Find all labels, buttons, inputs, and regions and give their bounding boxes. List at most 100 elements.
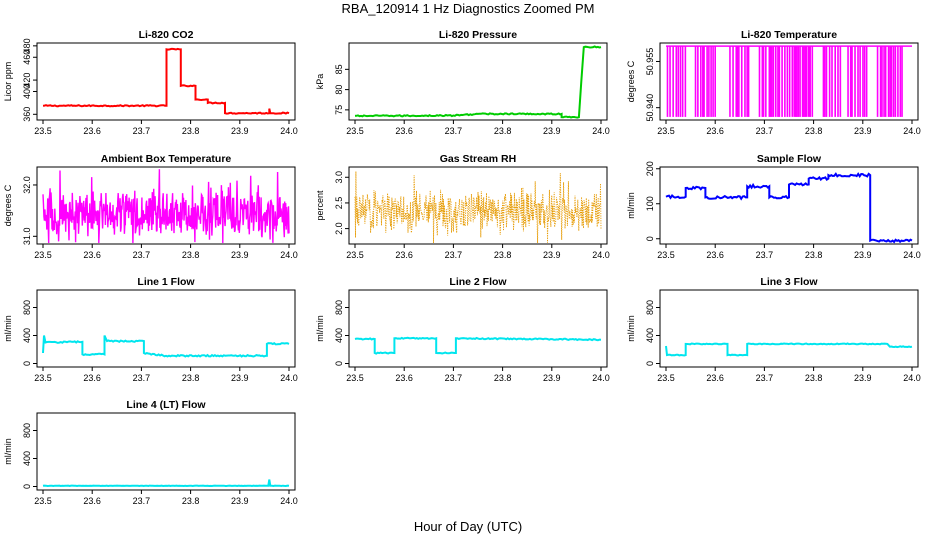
panel-rh: Gas Stream RH 23.5 23.6 23.7 23.8 23.9 24.0 2.0…	[315, 153, 610, 260]
x-tick-label: 23.7	[756, 126, 774, 136]
x-tick-label: 23.8	[182, 250, 200, 260]
panel-title: Gas Stream RH	[440, 153, 516, 165]
panel-line4: Line 4 (LT) Flow 23.5 23.6 23.7 23.8 23.9 24.0…	[3, 399, 298, 506]
x-tick-label: 23.8	[182, 496, 200, 506]
x-tick-label: 23.6	[83, 373, 101, 383]
x-tick-label: 23.8	[805, 373, 823, 383]
series-line	[665, 342, 913, 357]
y-axis-label: ml/min	[315, 315, 325, 342]
x-tick-label: 23.8	[805, 126, 823, 136]
plot-frame	[36, 412, 296, 491]
panel-title: Line 3 Flow	[760, 276, 818, 288]
x-tick-label: 23.7	[133, 373, 151, 383]
panels: Li-820 CO2 23.5 23.6 23.7 23.8 23.9 24.0 360 400…	[3, 29, 921, 506]
x-tick-label: 23.9	[543, 126, 561, 136]
y-tick-label: 200	[645, 161, 655, 176]
x-tick-label: 24.0	[280, 496, 298, 506]
y-tick-label: 2.5	[334, 197, 344, 210]
x-tick-label: 23.6	[395, 126, 413, 136]
x-tick-label: 23.9	[854, 373, 872, 383]
y-tick-label: 400	[334, 328, 344, 343]
y-tick-label: 2.0	[334, 222, 344, 235]
y-tick-label: 50.955	[645, 48, 655, 76]
x-tick-label: 23.9	[231, 250, 249, 260]
x-tick-label: 23.7	[445, 126, 463, 136]
y-tick-label: 0	[645, 361, 655, 366]
y-axis-label: ml/min	[626, 192, 636, 219]
x-tick-label: 23.5	[657, 250, 675, 260]
y-tick-label: 400	[22, 84, 32, 99]
x-tick-label: 23.9	[231, 373, 249, 383]
series-line	[42, 479, 290, 488]
series-line	[354, 45, 602, 119]
x-tick-label: 23.5	[34, 496, 52, 506]
x-tick-label: 23.8	[494, 126, 512, 136]
y-tick-label: 800	[334, 300, 344, 315]
x-tick-label: 23.7	[445, 373, 463, 383]
x-tick-label: 23.9	[231, 496, 249, 506]
y-axis-label: ml/min	[3, 438, 13, 465]
y-axis-label: kPa	[315, 74, 325, 90]
x-tick-label: 23.5	[346, 373, 364, 383]
x-tick-label: 24.0	[903, 126, 921, 136]
y-tick-label: 75	[334, 105, 344, 115]
x-tick-label: 23.7	[756, 250, 774, 260]
y-tick-label: 460	[22, 50, 32, 65]
y-tick-label: 3.0	[334, 171, 344, 184]
plot-frame	[659, 166, 919, 245]
panel-title: Li-820 CO2	[139, 29, 194, 41]
panel-line3: Line 3 Flow 23.5 23.6 23.7 23.8 23.9 24.0 0 400 8…	[626, 276, 921, 383]
y-tick-label: 50.940	[645, 94, 655, 122]
x-tick-label: 23.5	[346, 126, 364, 136]
y-tick-label: 100	[645, 196, 655, 211]
x-tick-label: 23.8	[182, 373, 200, 383]
x-tick-label: 24.0	[280, 250, 298, 260]
y-tick-label: 31.0	[22, 228, 32, 246]
panel-title: Li-820 Temperature	[741, 29, 837, 41]
plot-frame	[659, 42, 919, 121]
x-tick-label: 23.6	[83, 250, 101, 260]
y-tick-label: 0	[334, 361, 344, 366]
series-line	[665, 172, 913, 244]
panel-title: Sample Flow	[757, 153, 822, 165]
y-axis-label: degrees C	[626, 60, 636, 102]
x-tick-label: 24.0	[903, 250, 921, 260]
x-tick-label: 24.0	[903, 373, 921, 383]
panel-title: Line 2 Flow	[449, 276, 507, 288]
panel-ambient: Ambient Box Temperature 23.5 23.6 23.7 23.8 2…	[3, 153, 298, 260]
panel-title: Li-820 Pressure	[439, 29, 517, 41]
y-axis-label: ml/min	[626, 315, 636, 342]
x-tick-label: 23.5	[657, 373, 675, 383]
x-tick-label: 23.6	[395, 250, 413, 260]
x-tick-label: 23.7	[445, 250, 463, 260]
y-tick-label: 400	[645, 328, 655, 343]
y-tick-label: 360	[22, 107, 32, 122]
y-tick-label: 0	[645, 236, 655, 241]
x-tick-label: 23.7	[133, 496, 151, 506]
figure-xlabel: Hour of Day (UTC)	[414, 519, 522, 534]
y-tick-label: 420	[22, 73, 32, 88]
panel-pressure: Li-820 Pressure 23.5 23.6 23.7 23.8 23.9 24.0 7…	[315, 29, 610, 136]
x-tick-label: 23.9	[543, 250, 561, 260]
y-tick-label: 400	[22, 451, 32, 466]
x-tick-label: 23.5	[657, 126, 675, 136]
x-tick-label: 23.5	[346, 250, 364, 260]
x-tick-label: 24.0	[280, 373, 298, 383]
x-tick-label: 23.5	[34, 250, 52, 260]
x-tick-label: 23.7	[133, 250, 151, 260]
x-tick-label: 23.9	[854, 126, 872, 136]
x-tick-label: 23.9	[854, 250, 872, 260]
plot-frame	[36, 42, 296, 121]
panel-temperature: Li-820 Temperature 23.5 23.6 23.7 23.8 23.9 24…	[626, 29, 921, 136]
x-tick-label: 23.6	[83, 126, 101, 136]
series-line	[42, 47, 290, 115]
y-axis-label: percent	[315, 190, 325, 221]
x-tick-label: 23.9	[231, 126, 249, 136]
y-axis-label: Licor ppm	[3, 62, 13, 102]
x-tick-label: 23.6	[83, 496, 101, 506]
y-axis-label: degrees C	[3, 184, 13, 226]
series-line	[354, 336, 602, 355]
plot-frame	[36, 289, 296, 368]
y-tick-label: 32.0	[22, 176, 32, 194]
